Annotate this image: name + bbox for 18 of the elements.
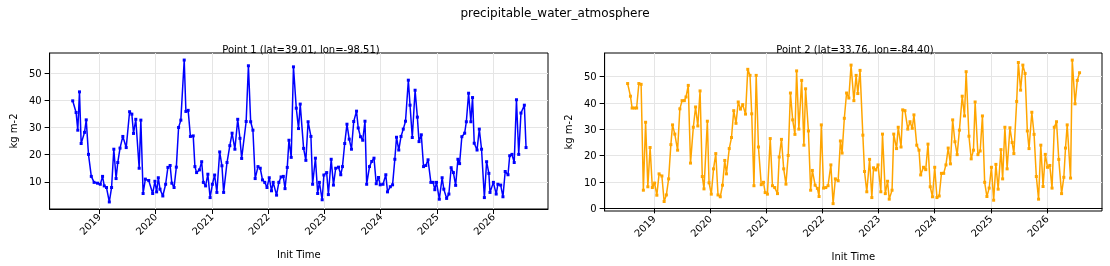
y-tick-label: 30: [583, 123, 597, 135]
x-axis-title: Init Time: [831, 250, 876, 262]
y-tick-label: 20: [28, 149, 42, 161]
y-tick-label: 50: [28, 67, 42, 79]
y-tick-label: 50: [583, 71, 597, 83]
chart-title: Point 2 (lat=33.76, lon=-84.40): [776, 43, 934, 55]
text: precipitable_water_atmosphere: [459, 6, 651, 20]
y-axis-title: kg m-2: [562, 114, 574, 150]
y-tick-label: 40: [583, 97, 597, 109]
y-axis-title: kg m-2: [7, 113, 19, 149]
x-axis-title: Init Time: [276, 248, 321, 260]
y-tick-label: 0: [590, 202, 597, 214]
y-tick-label: 10: [583, 176, 597, 188]
y-tick-label: 30: [28, 121, 42, 133]
y-tick-label: 40: [28, 94, 42, 106]
chart-title: Point 1 (lat=39.01, lon=-98.51): [222, 43, 380, 55]
y-tick-label: 10: [28, 176, 42, 188]
y-tick-label: 20: [583, 150, 597, 162]
